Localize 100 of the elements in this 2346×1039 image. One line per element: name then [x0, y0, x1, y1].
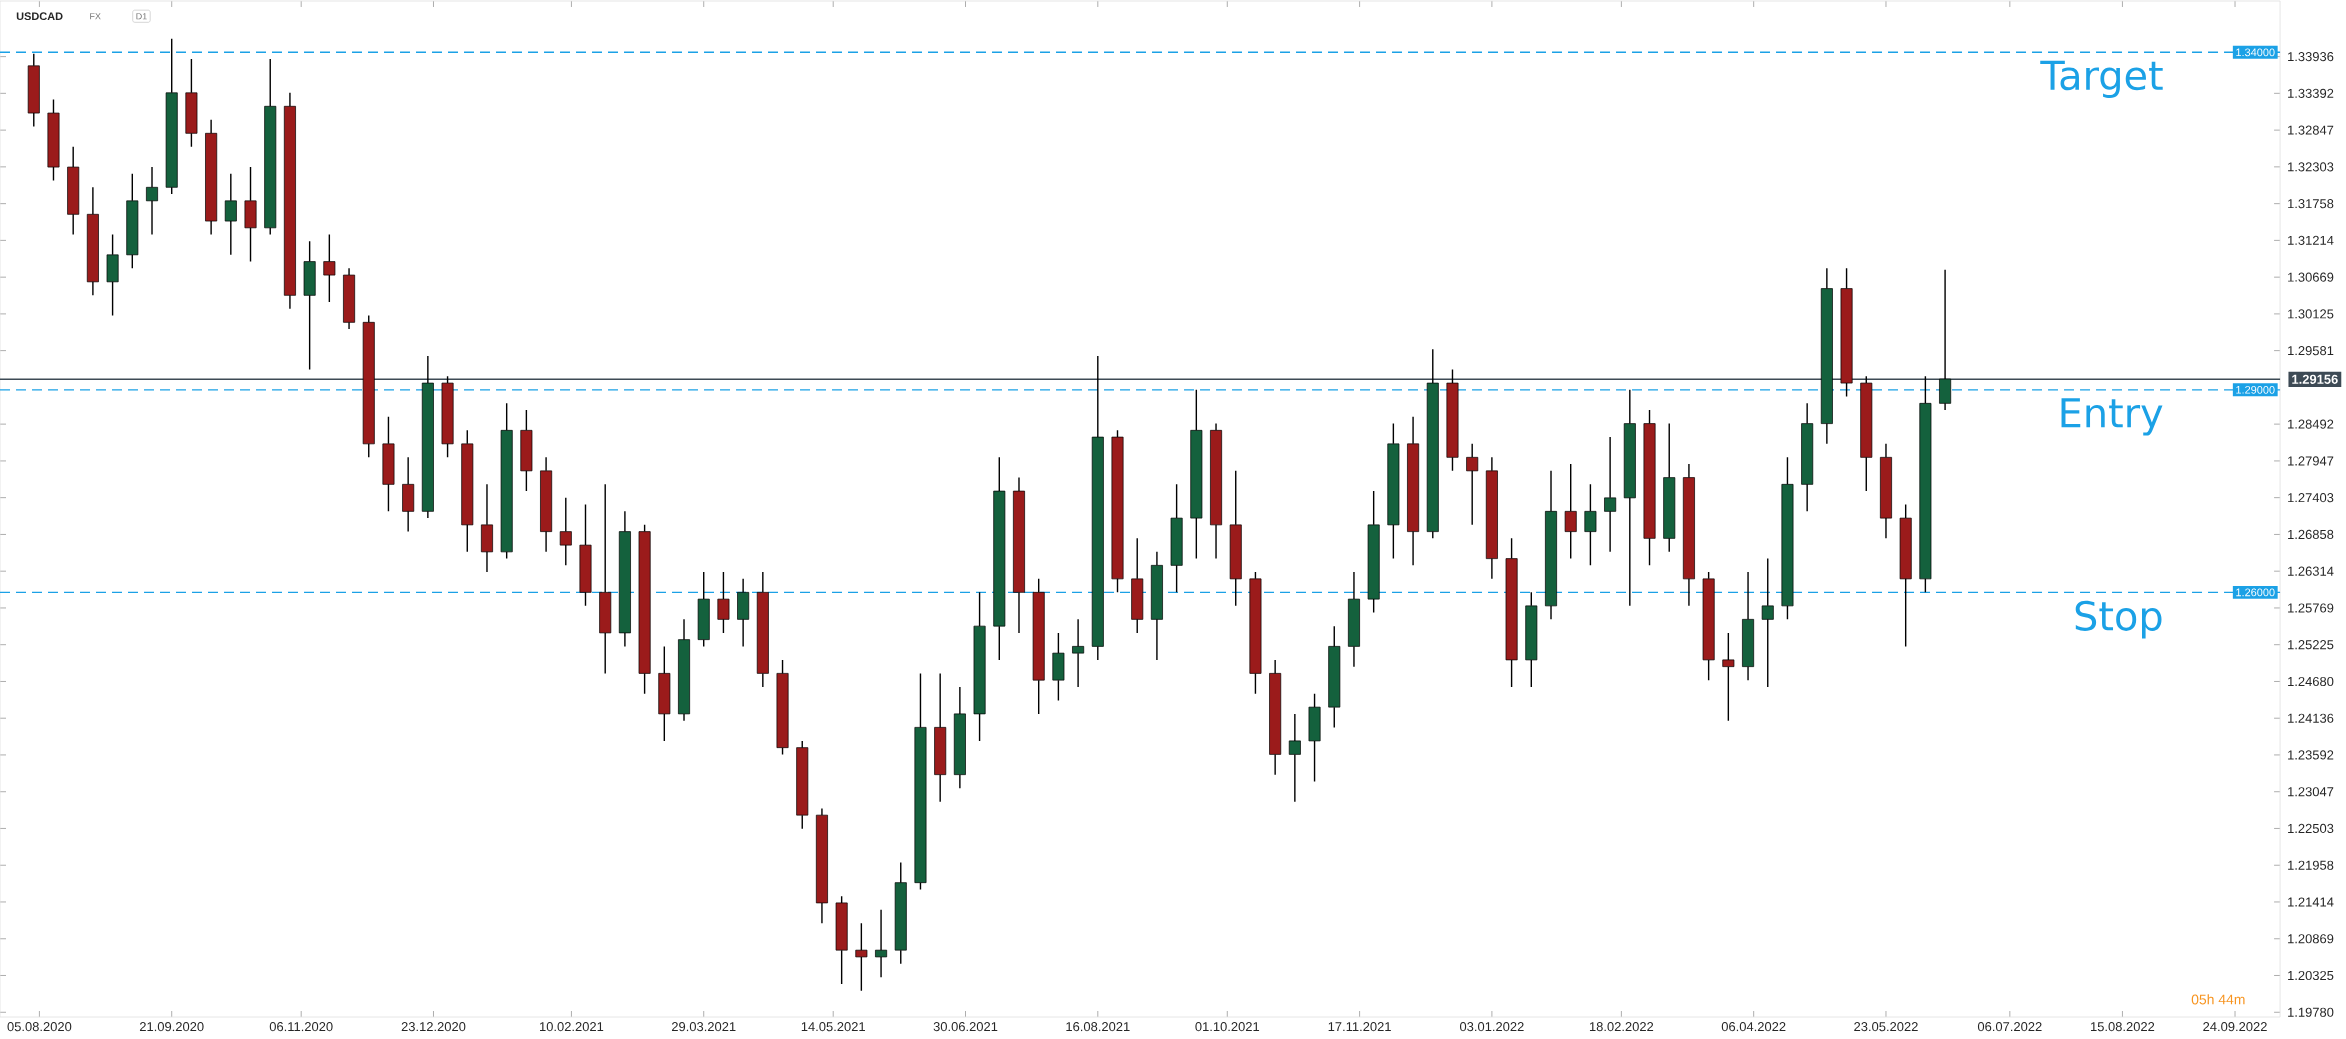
candlestick	[599, 483, 612, 675]
y-tick-label: 1.30125	[2288, 309, 2334, 319]
candlestick	[126, 173, 139, 270]
candlestick	[264, 58, 277, 236]
candlestick	[382, 416, 395, 513]
candlestick	[1111, 429, 1124, 594]
candlestick	[1939, 268, 1952, 411]
candlestick	[1525, 591, 1538, 688]
candlestick	[796, 740, 809, 830]
candlestick	[1505, 537, 1518, 688]
candlestick	[1742, 571, 1755, 681]
annotation: 05h 44m	[2191, 994, 2245, 1005]
x-tick-label: 03.01.2022	[1459, 1022, 1524, 1032]
candlestick	[1623, 389, 1636, 607]
x-tick-label: 06.07.2022	[1977, 1022, 2042, 1032]
x-tick-label: 01.10.2021	[1195, 1022, 1260, 1032]
x-tick-label: 23.05.2022	[1854, 1022, 1918, 1032]
candlestick	[1545, 470, 1557, 621]
candlestick	[1446, 368, 1459, 472]
y-tick-label: 1.20325	[2288, 970, 2334, 981]
y-tick-label: 1.19780	[2288, 1007, 2334, 1017]
candlestick	[737, 578, 750, 648]
y-tick-label: 1.20869	[2288, 934, 2334, 944]
candlestick	[441, 375, 454, 459]
candlestick	[283, 92, 296, 310]
x-tick-label: 06.11.2020	[269, 1022, 333, 1032]
candlestick	[1288, 713, 1301, 803]
candlestick	[205, 119, 218, 236]
candlestick	[185, 58, 198, 148]
candlestick	[658, 645, 671, 742]
text: USDCAD	[16, 12, 63, 21]
candlestick	[1682, 463, 1695, 607]
candlestick	[1899, 503, 1912, 648]
ref-line-label: Entry	[2061, 398, 2163, 436]
candlestick	[776, 659, 789, 756]
candlestick	[973, 591, 986, 742]
ref-line-label: Target	[2040, 60, 2163, 99]
candlestick	[1781, 456, 1794, 621]
y-tick-label: 1.22503	[2288, 823, 2334, 834]
candlestick	[520, 409, 533, 492]
candlestick	[362, 314, 375, 459]
annotation: 1.29000	[2236, 385, 2275, 394]
candlestick	[559, 497, 572, 567]
candlestick	[1052, 632, 1065, 702]
y-tick-label: 1.25225	[2288, 640, 2334, 650]
x-tick-label: 23.12.2020	[401, 1022, 466, 1032]
candlestick	[1761, 557, 1774, 688]
x-tick-label: 18.02.2022	[1589, 1022, 1654, 1032]
candlestick	[67, 146, 80, 236]
candlestick	[86, 186, 99, 297]
candlestick	[1801, 402, 1814, 513]
candlestick	[1919, 375, 1932, 594]
y-tick-label: 1.33936	[2288, 52, 2334, 62]
candlestick	[461, 429, 474, 553]
candlestick	[717, 571, 730, 634]
candlestick	[1840, 267, 1853, 398]
y-tick-label: 1.25769	[2288, 603, 2334, 613]
candlestick	[1131, 537, 1144, 634]
candlestick	[1367, 490, 1380, 614]
candlestick	[165, 38, 178, 195]
candlestick	[421, 355, 434, 519]
y-tick-label: 1.24136	[2288, 713, 2334, 723]
y-tick-label: 1.27947	[2288, 456, 2334, 466]
x-tick-label: 21.09.2020	[139, 1022, 204, 1032]
x-tick-label: 06.04.2022	[1721, 1022, 1786, 1032]
candlestick	[815, 807, 828, 924]
candlestick	[323, 233, 336, 303]
candlestick	[402, 456, 415, 533]
candlestick	[27, 52, 40, 128]
candlestick	[1860, 375, 1873, 492]
candlestick	[1150, 551, 1163, 661]
candlestick	[106, 233, 119, 317]
candlestick	[224, 173, 237, 256]
x-tick-label: 29.03.2021	[671, 1022, 736, 1032]
x-tick-label: 16.08.2021	[1066, 1022, 1130, 1032]
x-tick-label: 14.05.2021	[801, 1022, 865, 1032]
candlestick	[1722, 632, 1735, 722]
x-tick-label: 30.06.2021	[933, 1022, 998, 1032]
candlestick	[1564, 463, 1577, 560]
y-tick-label: 1.31758	[2288, 199, 2334, 209]
y-tick-label: 1.33392	[2288, 88, 2334, 98]
candlestick	[1347, 571, 1360, 668]
y-tick-label: 1.21958	[2288, 860, 2334, 870]
candlestick	[1643, 409, 1656, 567]
candlestick	[1820, 267, 1833, 445]
candlestick	[1387, 422, 1400, 560]
candlestick	[934, 672, 947, 803]
candlestick	[1229, 470, 1242, 607]
annotation: FX	[90, 13, 101, 20]
candlestick	[993, 456, 1006, 661]
x-tick-label: 15.08.2022	[2091, 1022, 2155, 1032]
candlestick	[914, 672, 927, 891]
candlestick	[1190, 389, 1203, 560]
x-tick-label: 10.02.2021	[540, 1022, 604, 1032]
x-tick-label: 17.11.2021	[1328, 1022, 1391, 1032]
y-tick-label: 1.26858	[2288, 529, 2334, 540]
candlestick	[1269, 659, 1282, 776]
candlestick	[678, 618, 690, 722]
y-tick-label: 1.30669	[2288, 272, 2334, 282]
candlestick	[480, 483, 493, 573]
